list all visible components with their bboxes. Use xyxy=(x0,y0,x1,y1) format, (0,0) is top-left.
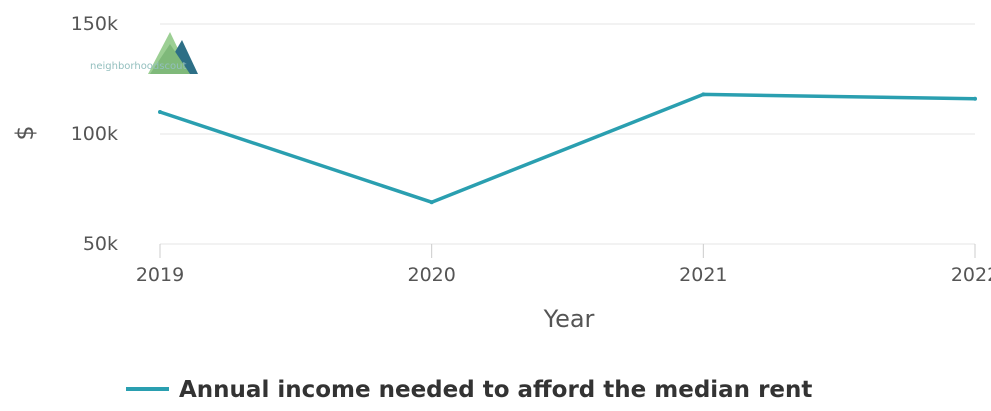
watermark-logo: neighborhoodscout xyxy=(88,26,200,76)
data-point[interactable] xyxy=(973,96,977,101)
x-axis-title: Year xyxy=(543,305,595,333)
legend[interactable]: Annual income needed to afford the media… xyxy=(126,377,812,403)
x-tick-label: 2020 xyxy=(407,264,455,286)
x-tick-label: 2022 xyxy=(951,264,991,286)
mountain-logo-icon: neighborhoodscout xyxy=(90,32,198,74)
y-tick-label: 100k xyxy=(71,123,118,145)
x-axis-tick-labels: 2019 2020 2021 2022 xyxy=(136,264,991,286)
series-lines xyxy=(158,92,977,205)
y-axis-title: $ xyxy=(11,125,39,140)
legend-label[interactable]: Annual income needed to afford the media… xyxy=(179,377,812,403)
y-tick-label: 50k xyxy=(83,233,118,255)
y-tick-label: 150k xyxy=(71,13,118,35)
x-axis-ticks xyxy=(159,244,976,258)
data-point[interactable] xyxy=(701,92,706,97)
series-line[interactable] xyxy=(158,92,977,204)
watermark-text: neighborhoodscout xyxy=(90,61,186,72)
x-tick-label: 2019 xyxy=(136,264,184,286)
x-tick-label: 2021 xyxy=(679,264,727,286)
grid-lines xyxy=(160,23,975,245)
y-axis-tick-labels: 50k 100k 150k xyxy=(71,13,118,255)
data-point[interactable] xyxy=(429,200,434,205)
data-point[interactable] xyxy=(158,110,162,114)
